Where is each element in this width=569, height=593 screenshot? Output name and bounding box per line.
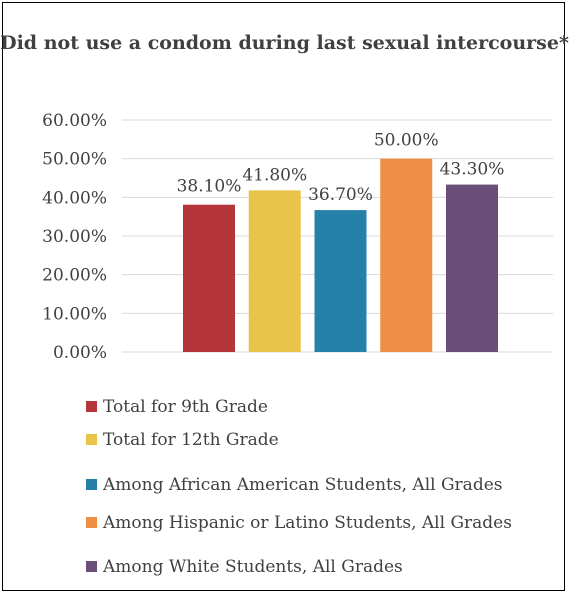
bar-data-label: 36.70%	[308, 185, 373, 205]
y-tick-label: 60.00%	[42, 111, 107, 131]
bar-data-label: 50.00%	[374, 131, 439, 151]
legend-label: Total for 9th Grade	[103, 397, 268, 417]
bar-data-label: 38.10%	[177, 177, 242, 197]
chart-title: Did not use a condom during last sexual …	[0, 32, 569, 54]
y-tick-label: 40.00%	[42, 188, 107, 208]
bar	[248, 190, 301, 352]
legend-swatch	[86, 401, 97, 412]
y-tick-label: 30.00%	[42, 227, 107, 247]
y-tick-label: 50.00%	[42, 150, 107, 170]
legend-swatch	[86, 517, 97, 528]
bar	[446, 184, 498, 352]
bar-data-label: 43.30%	[440, 160, 505, 180]
legend-swatch	[86, 479, 97, 490]
legend-label: Among Hispanic or Latino Students, All G…	[103, 513, 512, 533]
legend-label: Among African American Students, All Gra…	[103, 475, 503, 495]
legend-swatch	[86, 561, 97, 572]
bar	[183, 204, 235, 352]
bar	[380, 158, 433, 352]
y-tick-label: 0.00%	[53, 343, 107, 363]
legend-label: Total for 12th Grade	[103, 430, 279, 450]
y-tick-label: 20.00%	[42, 266, 107, 286]
legend-label: Among White Students, All Grades	[103, 557, 403, 577]
bar-data-label: 41.80%	[242, 165, 307, 185]
legend-swatch	[86, 434, 97, 445]
bar	[314, 210, 367, 352]
y-tick-label: 10.00%	[42, 304, 107, 324]
